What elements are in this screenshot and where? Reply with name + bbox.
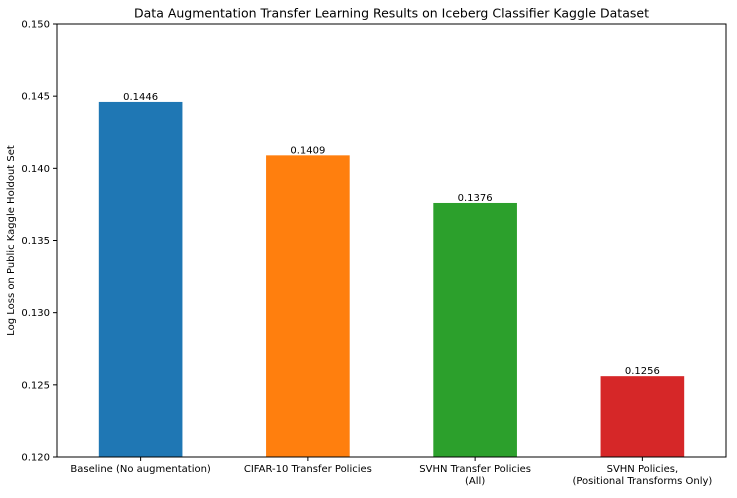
y-tick-label-6: 0.145 bbox=[21, 92, 50, 103]
bar-value-label-4: 0.1256 bbox=[625, 366, 660, 377]
y-tick-label-7: 0.150 bbox=[21, 20, 50, 31]
x-tick-label-4: SVHN Policies, (Positional Transforms Onl… bbox=[572, 464, 712, 487]
x-tick-label-1: Baseline (No augmentation) bbox=[70, 464, 211, 475]
y-tick-label-5: 0.140 bbox=[21, 164, 50, 175]
plot-area: 0.1446 0.1409 0.1376 0.1256 bbox=[98, 92, 685, 457]
y-tick-label-2: 0.125 bbox=[21, 380, 50, 391]
bar-value-label-1: 0.1446 bbox=[123, 92, 158, 103]
x-tick-label-line: (All) bbox=[465, 476, 485, 487]
bar-3 bbox=[433, 202, 517, 457]
bar-2 bbox=[266, 155, 350, 457]
bar-value-label-2: 0.1409 bbox=[290, 145, 325, 156]
chart-title: Data Augmentation Transfer Learning Resu… bbox=[134, 6, 649, 21]
x-tick-label-line: CIFAR-10 Transfer Policies bbox=[244, 464, 372, 475]
x-tick-label-line: SVHN Transfer Policies bbox=[419, 464, 531, 475]
x-axis: Baseline (No augmentation) CIFAR-10 Trans… bbox=[70, 457, 712, 487]
x-tick-label-3: SVHN Transfer Policies (All) bbox=[419, 464, 531, 487]
x-tick-label-line: SVHN Policies, bbox=[607, 464, 679, 475]
y-tick-label-1: 0.120 bbox=[21, 453, 50, 464]
y-tick-label-4: 0.135 bbox=[21, 236, 50, 247]
y-axis: 0.120 0.125 0.130 0.135 0.140 0.145 0.150 bbox=[21, 20, 57, 464]
x-tick-label-line: (Positional Transforms Only) bbox=[572, 476, 712, 487]
bar-value-label-3: 0.1376 bbox=[458, 193, 493, 204]
y-tick-label-3: 0.130 bbox=[21, 308, 50, 319]
x-tick-label-line: Baseline (No augmentation) bbox=[70, 464, 211, 475]
x-tick-label-2: CIFAR-10 Transfer Policies bbox=[244, 464, 372, 475]
bar-4 bbox=[600, 376, 685, 457]
bar-1 bbox=[98, 101, 183, 457]
y-axis-label: Log Loss on Public Kaggle Holdout Set bbox=[6, 145, 17, 336]
